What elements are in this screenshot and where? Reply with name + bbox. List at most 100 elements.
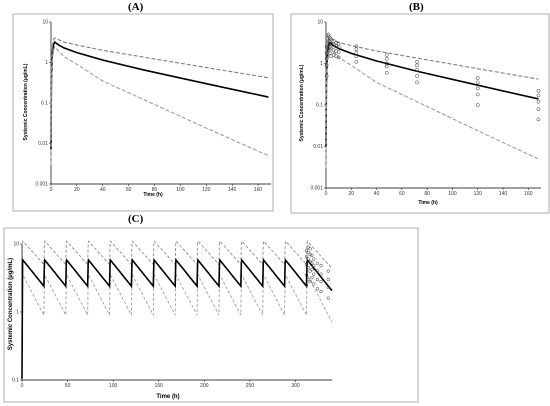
observed-point-b-12-2	[536, 99, 541, 104]
observed-point-b-12-4	[536, 88, 541, 93]
observed-point-c-1-4	[306, 245, 310, 249]
panel-label-b: (B)	[409, 1, 424, 13]
observed-point-c-0-3	[304, 255, 309, 259]
observed-point-c-7-1	[326, 285, 331, 290]
observed-point-c-0-0	[304, 283, 309, 287]
observed-point-c-2-3	[308, 252, 312, 257]
y-tick-label-a-4: 10	[42, 20, 48, 26]
x-tick-label-a-5: 100	[176, 187, 185, 193]
observed-point-b-8-0	[354, 59, 359, 64]
x-tick-label-b-5: 100	[448, 191, 457, 197]
observed-point-b-10-2	[415, 68, 419, 72]
y-tick-label-c-2: 10	[13, 242, 19, 248]
x-tick-label-b-2: 40	[374, 191, 380, 197]
y-tick-label-a-2: 0.1	[41, 101, 48, 107]
x-tick-label-a-2: 40	[100, 187, 106, 193]
series-c-2	[21, 258, 333, 379]
observed-point-c-3-3	[310, 253, 314, 258]
observed-point-b-2-3	[326, 34, 331, 39]
x-tick-label-a-1: 20	[74, 187, 80, 193]
x-tick-label-a-3: 60	[126, 187, 132, 193]
x-tick-label-a-8: 160	[254, 187, 263, 193]
panel-frame-a	[12, 13, 274, 212]
observed-point-c-1-2	[306, 257, 310, 261]
observed-point-b-6-1	[334, 49, 338, 53]
x-tick-label-c-2: 100	[109, 383, 118, 389]
y-tick-label-b-4: 10	[317, 20, 323, 26]
x-tick-label-b-0: 0	[325, 191, 328, 197]
x-tick-label-a-7: 140	[228, 187, 237, 193]
observed-point-c-7-2	[326, 277, 331, 282]
panel-label-c: (C)	[128, 213, 144, 225]
observed-point-c-4-0	[312, 282, 316, 286]
observed-point-c-6-3	[319, 264, 323, 268]
observed-point-b-10-1	[415, 74, 419, 78]
observed-point-b-9-3	[384, 56, 389, 61]
series-a-2	[50, 46, 269, 165]
observed-point-c-6-2	[319, 272, 323, 276]
x-tick-label-c-1: 50	[65, 383, 71, 389]
observed-point-c-5-2	[315, 269, 320, 273]
observed-point-b-4-1	[329, 46, 333, 51]
observed-point-c-0-2	[304, 262, 309, 267]
series-a-0	[50, 40, 269, 150]
x-tick-label-a-4: 80	[152, 187, 158, 193]
observed-point-c-0-1	[304, 273, 309, 277]
observed-point-c-5-1	[315, 277, 320, 282]
observed-point-c-7-3	[326, 269, 331, 273]
series-c-0	[21, 240, 333, 379]
y-axis-title-b: Systemic Concentration (μg/mL)	[299, 64, 305, 141]
x-tick-label-b-3: 60	[399, 191, 405, 197]
observed-point-c-1-0	[306, 277, 310, 282]
x-tick-label-c-6: 300	[291, 383, 300, 389]
observed-point-b-11-3	[475, 80, 480, 85]
y-tick-label-c-0: 0.1	[12, 378, 19, 384]
observed-point-b-12-0	[536, 117, 541, 122]
y-tick-label-b-1: 0.01	[313, 144, 323, 150]
y-tick-label-c-1: 1	[16, 310, 19, 316]
x-tick-label-b-1: 20	[349, 191, 355, 197]
observed-point-c-5-0	[315, 287, 320, 291]
observed-point-b-9-4	[384, 53, 389, 57]
panel-label-a: (A)	[128, 1, 144, 13]
x-tick-label-b-8: 160	[524, 191, 533, 197]
observed-point-b-8-4	[354, 44, 359, 49]
observed-point-c-2-1	[308, 269, 312, 273]
x-tick-label-b-4: 80	[424, 191, 430, 197]
observed-point-c-2-2	[308, 260, 312, 264]
x-axis-title-a: Time (h)	[143, 192, 163, 198]
observed-point-b-10-4	[415, 59, 419, 64]
y-tick-label-a-0: 0.001	[35, 182, 48, 188]
observed-point-b-11-2	[475, 86, 480, 91]
observed-point-c-4-1	[312, 272, 316, 276]
observed-point-c-5-3	[315, 261, 320, 265]
observed-point-b-0-2	[324, 56, 329, 61]
observed-point-b-12-1	[536, 107, 541, 111]
panel-frame-c	[3, 227, 419, 403]
x-axis-title-c: Time (h)	[156, 394, 179, 400]
observed-point-b-0-1	[324, 63, 329, 68]
observed-point-c-1-1	[306, 265, 310, 270]
y-tick-label-a-3: 1	[45, 60, 48, 66]
x-tick-label-c-5: 250	[246, 383, 255, 389]
observed-point-b-5-3	[331, 39, 336, 43]
observed-point-b-0-0	[324, 74, 329, 78]
observed-point-c-1-3	[306, 250, 310, 255]
observed-point-b-6-2	[334, 44, 338, 49]
x-tick-label-c-3: 150	[155, 383, 164, 389]
observed-point-c-3-0	[310, 275, 314, 280]
x-tick-label-c-0: 0	[21, 383, 24, 389]
observed-point-c-2-0	[308, 279, 312, 284]
x-tick-label-b-6: 120	[474, 191, 483, 197]
observed-point-b-2-4	[326, 32, 331, 37]
y-tick-label-a-1: 0.01	[38, 141, 48, 147]
observed-point-b-8-3	[354, 47, 359, 52]
observed-point-c-0-4	[304, 248, 309, 253]
observed-point-b-7-1	[336, 50, 341, 54]
observed-point-b-12-3	[536, 93, 541, 98]
observed-point-b-11-1	[475, 92, 480, 97]
series-b-2	[325, 46, 539, 169]
